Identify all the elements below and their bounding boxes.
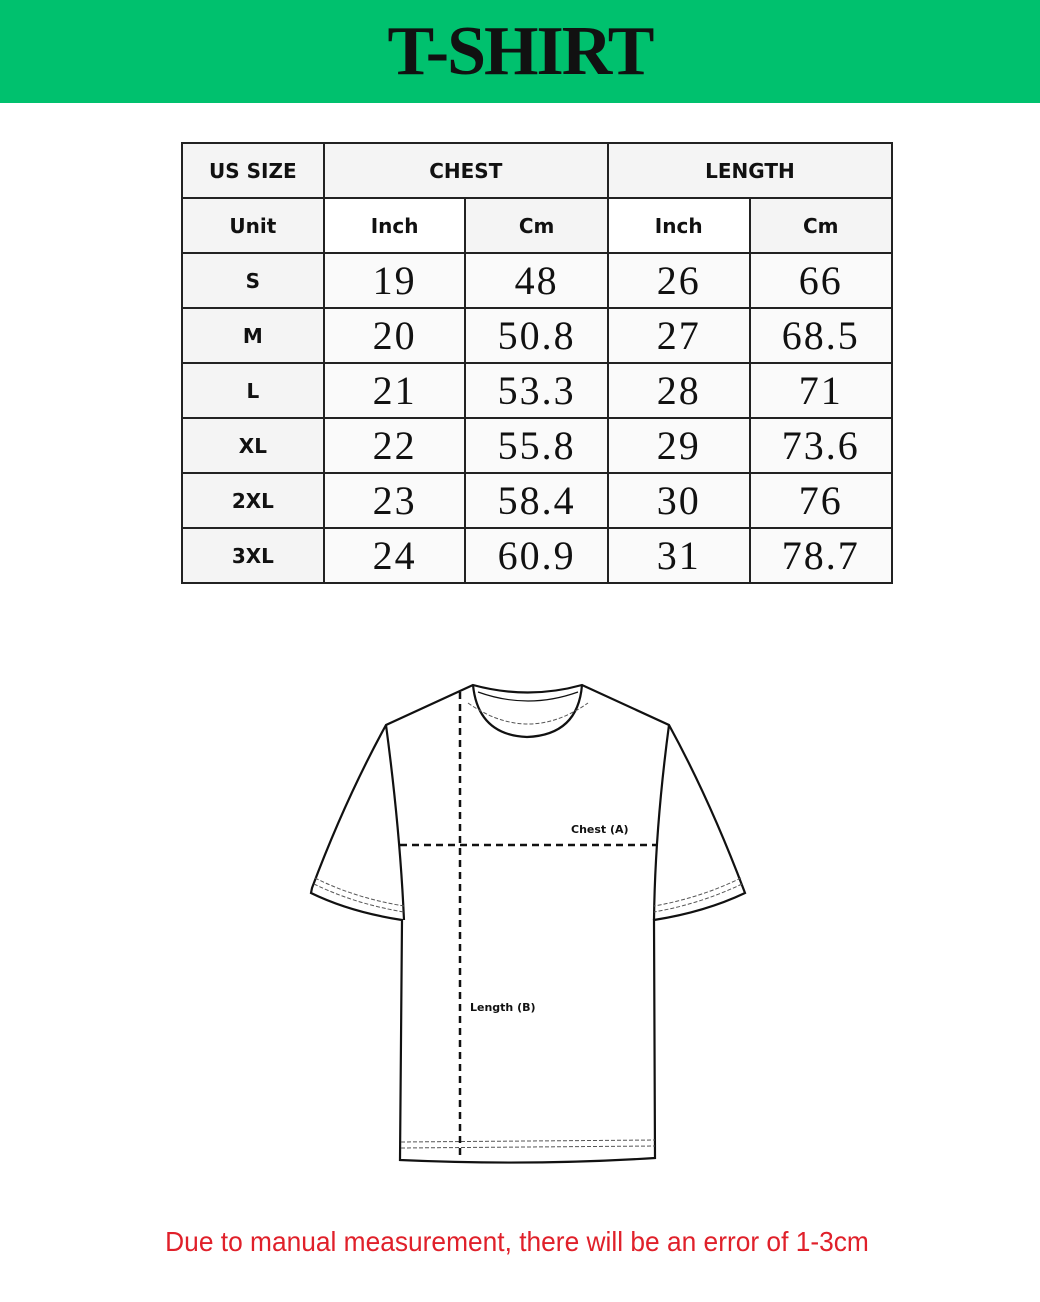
table-row: M 20 50.8 27 68.5 xyxy=(181,307,894,364)
page-title: T-SHIRT xyxy=(387,12,655,90)
unit-label: Unit xyxy=(181,197,325,254)
cell-size: S xyxy=(181,252,325,309)
measurement-note: Due to manual measurement, there will be… xyxy=(165,1226,869,1257)
unit-row: Unit Inch Cm Inch Cm xyxy=(181,197,894,254)
cell-chest-inch: 20 xyxy=(322,307,467,364)
table-row: S 19 48 26 66 xyxy=(181,252,894,309)
unit-length-inch: Inch xyxy=(606,197,751,254)
sleeve-seam-left xyxy=(384,724,406,921)
cell-size: XL xyxy=(181,417,325,474)
table-row: XL 22 55.8 29 73.6 xyxy=(181,417,894,474)
header-chest: CHEST xyxy=(322,142,609,199)
cell-length-inch: 28 xyxy=(606,362,751,419)
cell-length-cm: 73.6 xyxy=(748,417,894,474)
cell-chest-cm: 48 xyxy=(464,252,609,309)
sleeve-seam-right xyxy=(652,724,671,921)
unit-chest-inch: Inch xyxy=(322,197,467,254)
title-banner: T-SHIRT xyxy=(0,0,1040,103)
cell-size: M xyxy=(181,307,325,364)
cell-length-cm: 76 xyxy=(748,472,894,529)
cell-chest-cm: 50.8 xyxy=(464,307,609,364)
header-length: LENGTH xyxy=(606,142,894,199)
table-row: 3XL 24 60.9 31 78.7 xyxy=(181,527,894,584)
cell-length-inch: 27 xyxy=(606,307,751,364)
header-row: US SIZE CHEST LENGTH xyxy=(181,142,894,199)
cell-size: L xyxy=(181,362,325,419)
cell-chest-inch: 22 xyxy=(322,417,467,474)
cell-length-cm: 71 xyxy=(748,362,894,419)
size-chart-table: US SIZE CHEST LENGTH Unit Inch Cm Inch C… xyxy=(181,142,894,584)
table-row: 2XL 23 58.4 30 76 xyxy=(181,472,894,529)
cell-length-cm: 68.5 xyxy=(748,307,894,364)
collar-inner xyxy=(477,691,579,702)
cell-length-inch: 30 xyxy=(606,472,751,529)
cell-chest-inch: 23 xyxy=(322,472,467,529)
unit-length-cm: Cm xyxy=(748,197,894,254)
cell-chest-cm: 53.3 xyxy=(464,362,609,419)
cell-chest-cm: 55.8 xyxy=(464,417,609,474)
chest-label: Chest (A) xyxy=(571,823,629,836)
cell-chest-cm: 60.9 xyxy=(464,527,609,584)
table-row: L 21 53.3 28 71 xyxy=(181,362,894,419)
tshirt-outline xyxy=(309,683,747,1164)
cell-chest-inch: 19 xyxy=(322,252,467,309)
cell-length-inch: 31 xyxy=(606,527,751,584)
unit-chest-cm: Cm xyxy=(464,197,609,254)
cell-length-inch: 29 xyxy=(606,417,751,474)
cell-size: 3XL xyxy=(181,527,325,584)
cell-chest-cm: 58.4 xyxy=(464,472,609,529)
cell-length-inch: 26 xyxy=(606,252,751,309)
length-label: Length (B) xyxy=(470,1001,536,1014)
cell-length-cm: 78.7 xyxy=(748,527,894,584)
cell-chest-inch: 24 xyxy=(322,527,467,584)
cell-length-cm: 66 xyxy=(748,252,894,309)
cell-size: 2XL xyxy=(181,472,325,529)
cell-chest-inch: 21 xyxy=(322,362,467,419)
header-size: US SIZE xyxy=(181,142,325,199)
